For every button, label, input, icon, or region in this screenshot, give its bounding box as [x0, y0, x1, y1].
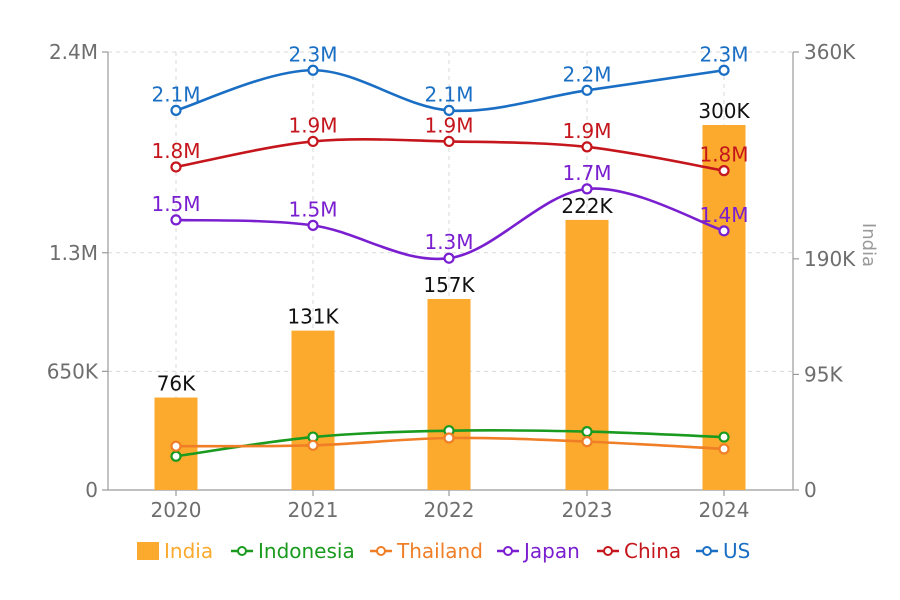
left-tick-label: 2.4M — [49, 40, 98, 64]
right-tick-label: 95K — [804, 362, 843, 386]
point-us — [443, 104, 455, 117]
left-tick-label: 650K — [47, 359, 99, 383]
legend-label: India — [164, 539, 213, 563]
legend-swatch-bar — [137, 542, 159, 560]
point-label-china: 1.9M — [562, 119, 611, 143]
point-thailand — [443, 432, 455, 444]
point-label-japan: 1.5M — [151, 192, 200, 216]
point-thailand — [581, 436, 593, 448]
legend-item-china: China — [597, 539, 681, 563]
bar-value-label: 222K — [561, 194, 613, 218]
legend-swatch-marker — [603, 546, 613, 556]
point-label-china: 1.8M — [699, 143, 748, 167]
point-us — [170, 104, 182, 117]
bar-value-label: 131K — [287, 305, 339, 329]
point-japan — [581, 183, 593, 195]
point-china — [307, 135, 319, 148]
point-china — [718, 165, 730, 177]
legend-swatch-marker — [702, 546, 712, 556]
x-tick-label: 2023 — [562, 498, 613, 522]
point-label-us: 2.3M — [699, 42, 748, 66]
point-thailand — [718, 443, 730, 455]
point-us — [718, 64, 730, 76]
point-label-china: 1.8M — [151, 139, 200, 163]
legend-label: US — [723, 539, 750, 563]
point-label-us: 2.3M — [288, 42, 337, 66]
point-label-japan: 1.4M — [699, 203, 748, 227]
left-tick-label: 1.3M — [49, 241, 98, 265]
legend-swatch-marker — [376, 546, 386, 556]
bar-value-label: 157K — [423, 273, 475, 297]
x-tick-label: 2024 — [699, 498, 750, 522]
legend-label: Thailand — [396, 539, 483, 563]
legend-swatch-marker — [503, 546, 513, 556]
point-indonesia — [718, 431, 730, 443]
point-indonesia — [581, 426, 593, 438]
legend-item-india: India — [137, 539, 213, 563]
point-us — [307, 64, 319, 76]
right-axis-title: India — [858, 223, 879, 267]
legend-item-thailand: Thailand — [370, 539, 483, 563]
point-thailand — [170, 440, 182, 452]
point-japan — [718, 225, 730, 237]
point-label-us: 2.1M — [151, 82, 200, 106]
point-label-japan: 1.7M — [562, 161, 611, 185]
point-label-us: 2.1M — [424, 82, 473, 106]
right-tick-label: 360K — [804, 40, 856, 64]
line-series — [170, 64, 730, 462]
x-tick-label: 2022 — [424, 498, 475, 522]
point-indonesia — [170, 450, 182, 462]
legend: India Indonesia Thailand Japan China US — [137, 539, 750, 563]
point-china — [170, 161, 182, 173]
legend-label: Indonesia — [258, 539, 355, 563]
axes: 0 650K 1.3M 2.4M 0 95K 190K 360K India 2020 2021 20… — [47, 40, 879, 522]
point-china — [443, 135, 455, 148]
bar-india — [427, 298, 471, 490]
bar-value-label: 76K — [157, 372, 196, 396]
point-japan — [170, 214, 182, 226]
bar-india — [291, 330, 335, 490]
bar-value-label: 300K — [698, 99, 750, 123]
x-tick-label: 2020 — [151, 498, 202, 522]
point-japan — [307, 219, 319, 231]
point-label-china: 1.9M — [288, 113, 337, 137]
point-label-japan: 1.5M — [288, 197, 337, 221]
legend-item-indonesia: Indonesia — [231, 539, 355, 563]
point-thailand — [307, 439, 319, 451]
point-china — [581, 141, 593, 153]
legend-swatch-marker — [237, 546, 247, 556]
left-tick-label: 0 — [85, 478, 98, 502]
legend-item-japan: Japan — [497, 539, 580, 563]
legend-item-us: US — [696, 539, 750, 563]
point-label-japan: 1.3M — [424, 230, 473, 254]
data-labels: 76K 131K 157K 222K 300K 1.5M 1.5M 1.3M 1.7M 1.4M 1… — [151, 42, 750, 395]
point-label-china: 1.9M — [424, 113, 473, 137]
point-us — [581, 84, 593, 96]
right-tick-label: 190K — [804, 247, 856, 271]
legend-label: Japan — [522, 539, 580, 563]
x-tick-label: 2021 — [288, 498, 339, 522]
bar-india — [702, 125, 746, 490]
point-japan — [443, 252, 455, 264]
bar-india — [565, 219, 609, 490]
right-tick-label: 0 — [804, 478, 817, 502]
point-label-us: 2.2M — [562, 62, 611, 86]
legend-label: China — [624, 539, 681, 563]
